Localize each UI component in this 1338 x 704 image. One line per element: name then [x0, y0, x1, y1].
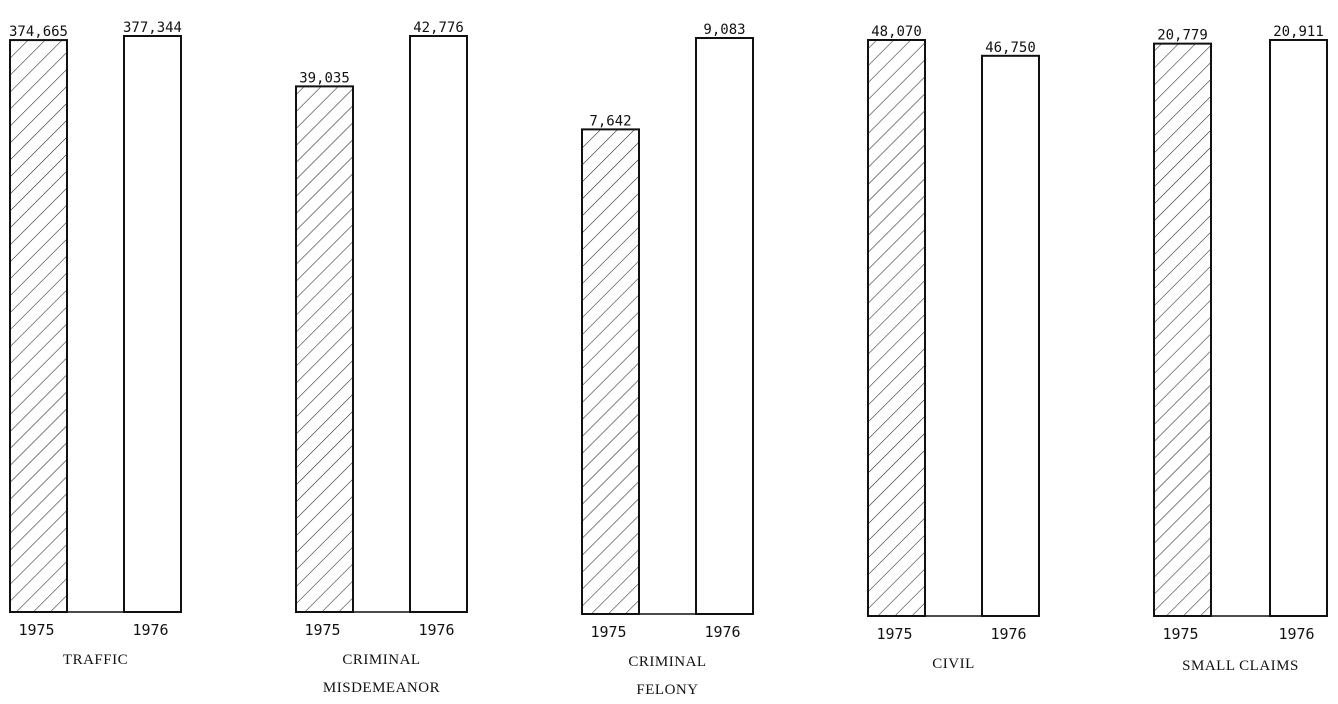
value-label-criminal-felony-1976: 9,083 [703, 22, 745, 38]
bar-criminal-misdemeanor-1976 [409, 35, 468, 613]
value-label-civil-1975: 48,070 [871, 24, 922, 40]
category-label-criminal-misdemeanor-line-2: MISDEMEANOR [323, 680, 440, 696]
year-label-criminal-misdemeanor-1975: 1975 [304, 621, 340, 639]
panel-small-claims: 20,779 1975 20,911 1976 SMALL CLAIMS [1153, 24, 1328, 674]
bar-civil-1975 [867, 39, 926, 617]
bar-traffic-1976 [123, 35, 182, 613]
panel-criminal-misdemeanor: 39,035 1975 42,776 1976 CRIMINAL MISDEMEANOR [295, 20, 468, 696]
year-label-small-claims-1975: 1975 [1162, 625, 1198, 643]
year-label-criminal-felony-1976: 1976 [704, 623, 740, 641]
category-label-criminal-misdemeanor-line-1: CRIMINAL [342, 652, 420, 668]
value-label-criminal-misdemeanor-1975: 39,035 [299, 70, 350, 86]
bar-civil-1976 [981, 54, 1040, 617]
panel-criminal-felony: 7,642 1975 9,083 1976 CRIMINAL FELONY [581, 22, 754, 698]
value-label-civil-1976: 46,750 [985, 40, 1036, 56]
bar-criminal-misdemeanor-1975 [295, 85, 354, 614]
category-label-small-claims: SMALL CLAIMS [1182, 658, 1299, 674]
bar-small-claims-1975 [1153, 42, 1212, 617]
category-label-criminal-felony-line-2: FELONY [636, 682, 698, 698]
year-label-traffic-1975: 1975 [18, 621, 54, 639]
bar-small-claims-1976 [1269, 39, 1328, 617]
value-label-criminal-felony-1975: 7,642 [589, 113, 631, 129]
year-label-civil-1976: 1976 [990, 625, 1026, 643]
bar-traffic-1975 [9, 39, 68, 614]
year-label-traffic-1976: 1976 [132, 621, 168, 639]
value-label-traffic-1976: 377,344 [123, 20, 182, 36]
year-label-criminal-felony-1975: 1975 [590, 623, 626, 641]
value-label-small-claims-1975: 20,779 [1157, 28, 1208, 44]
year-label-criminal-misdemeanor-1976: 1976 [418, 621, 454, 639]
bar-criminal-felony-1976 [695, 37, 754, 615]
panel-civil: 48,070 1975 46,750 1976 CIVIL [867, 24, 1040, 672]
category-label-civil: CIVIL [932, 656, 975, 672]
year-label-civil-1975: 1975 [876, 625, 912, 643]
year-label-small-claims-1976: 1976 [1278, 625, 1314, 643]
category-label-criminal-felony-line-1: CRIMINAL [628, 654, 706, 670]
category-label-traffic: TRAFFIC [63, 652, 128, 668]
value-label-criminal-misdemeanor-1976: 42,776 [413, 20, 464, 36]
bar-criminal-felony-1975 [581, 128, 640, 615]
value-label-small-claims-1976: 20,911 [1273, 24, 1324, 40]
value-label-traffic-1975: 374,665 [9, 24, 68, 40]
